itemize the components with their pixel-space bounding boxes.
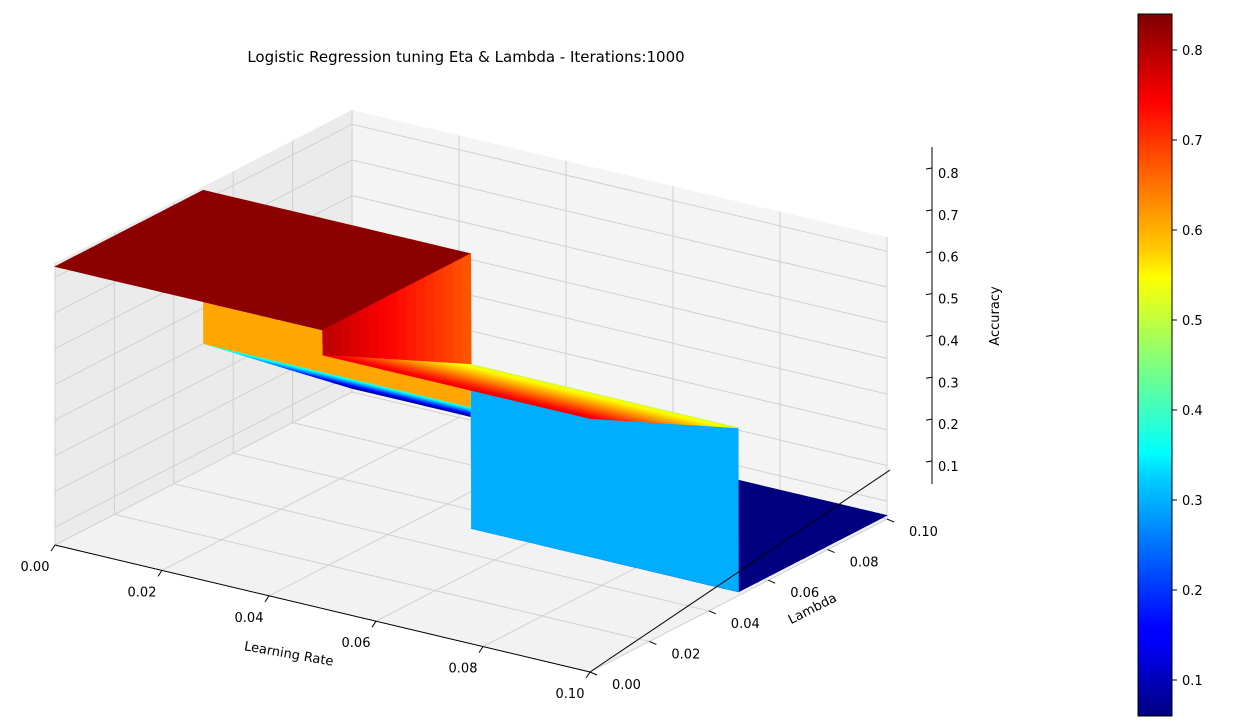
y-tick-mark: [768, 579, 776, 584]
grid-line-y: [114, 513, 650, 642]
colorbar: 0.1 0.2 0.3 0.4 0.5 0.6 0.7 0.8: [1137, 13, 1203, 717]
y-tick-mark: [589, 671, 598, 676]
grid-line-x: [589, 518, 888, 673]
z-tick-mark: [925, 334, 933, 337]
z-tick-mark: [925, 251, 933, 254]
x-tick-label: 0.06: [342, 636, 371, 651]
surface-facet: [451, 258, 463, 365]
y-tick-label: 0.08: [850, 556, 879, 571]
y-tick-label: 0.06: [790, 586, 819, 601]
x-tick-label: 0.08: [449, 662, 478, 677]
z-tick-label: 0.5: [938, 293, 959, 308]
surface-facet: [359, 305, 370, 359]
colorbar-tick-label: 0.3: [1182, 494, 1203, 509]
floor-pane: [55, 392, 887, 672]
axes-ticks: 0.00 0.02 0.04 0.06 0.08 0.10 0.00 0.02 0.04 0.06…: [21, 147, 959, 702]
z-tick-mark: [925, 418, 933, 421]
z-tick-mark: [925, 460, 933, 463]
z-tick-mark: [925, 167, 933, 170]
surface-facet: [648, 406, 665, 575]
surface-facet: [678, 413, 695, 582]
z-tick-label: 0.3: [938, 376, 959, 391]
colorbar-tick-label: 0.8: [1182, 44, 1203, 59]
grid-line-z: [54, 373, 353, 528]
surface-facet: [663, 409, 680, 579]
surface-facet: [604, 395, 621, 565]
grid-line-x: [161, 416, 460, 571]
x-tick-mark: [157, 570, 163, 577]
z-tick-label: 0.2: [938, 418, 959, 433]
y-tick-label: 0.10: [909, 525, 938, 540]
colorbar-tick-label: 0.1: [1182, 674, 1203, 689]
surface-facet: [461, 253, 472, 365]
surface-facet: [386, 291, 398, 361]
x-axis-label: Learning Rate: [243, 639, 335, 669]
colorbar-tick-label: 0.2: [1182, 584, 1203, 599]
colorbar-ticks: 0.1 0.2 0.3 0.4 0.5 0.6 0.7 0.8: [1172, 44, 1203, 689]
surface-facet: [340, 315, 352, 358]
z-tick-label: 0.1: [938, 460, 959, 475]
z-tick-label: 0.4: [938, 334, 959, 349]
surface-facet: [377, 296, 389, 360]
colorbar-tick-label: 0.7: [1182, 134, 1203, 149]
surface-plot: [54, 189, 888, 593]
surface-facet: [433, 267, 444, 364]
surface-facet: [396, 286, 407, 361]
grid-line-z: [351, 159, 888, 288]
z-tick-label: 0.6: [938, 251, 959, 266]
y-tick-mark: [708, 610, 716, 615]
x-tick-mark: [371, 620, 377, 628]
surface-facet: [442, 262, 454, 364]
z-tick-label: 0.8: [938, 167, 959, 182]
x-tick-mark: [50, 544, 56, 552]
y-tick-label: 0.02: [671, 647, 700, 662]
surface-facet: [708, 420, 725, 589]
surface-facet: [414, 277, 426, 362]
surface-facet: [619, 399, 636, 568]
z-axis-label: Accuracy: [988, 286, 1003, 346]
grid-line-z: [351, 123, 888, 252]
x-tick-mark: [585, 671, 591, 679]
surface-facet: [322, 324, 333, 357]
y-tick-mark: [649, 640, 657, 645]
x-tick-label: 0.02: [128, 585, 157, 600]
z-tick-label: 0.7: [938, 209, 959, 224]
x-tick-label: 0.00: [21, 560, 50, 575]
z-tick-mark: [925, 376, 933, 379]
surface-facet: [424, 272, 435, 363]
surface-facet: [693, 416, 710, 586]
surface-facet: [331, 320, 342, 357]
surface-facet: [723, 424, 739, 593]
grid-line-y: [173, 483, 709, 612]
colorbar-gradient: [1137, 13, 1173, 717]
z-tick-mark: [925, 209, 933, 212]
chart-title: Logistic Regression tuning Eta & Lambda …: [247, 48, 684, 66]
x-tick-mark: [264, 595, 270, 603]
y-axis-line: [589, 469, 891, 673]
surface-facet: [349, 310, 361, 358]
x-tick-mark: [478, 646, 484, 653]
grid-line-x: [54, 391, 353, 546]
y-tick-label: 0.04: [731, 617, 760, 632]
x-axis-line: [54, 544, 591, 673]
colorbar-tick-label: 0.6: [1182, 224, 1203, 239]
colorbar-tick-label: 0.5: [1182, 314, 1203, 329]
surface-facet: [575, 414, 600, 420]
surface-facet: [634, 402, 650, 572]
z-tick-mark: [925, 293, 933, 296]
y-tick-mark: [827, 549, 835, 554]
grid-line-z: [351, 195, 888, 324]
surface-facet: [405, 281, 417, 362]
y-tick-mark: [886, 518, 895, 523]
x-tick-label: 0.10: [556, 687, 585, 702]
x-tick-label: 0.04: [235, 611, 264, 626]
y-tick-label: 0.00: [612, 678, 641, 693]
surface-facet: [368, 300, 379, 360]
colorbar-tick-label: 0.4: [1182, 404, 1203, 419]
